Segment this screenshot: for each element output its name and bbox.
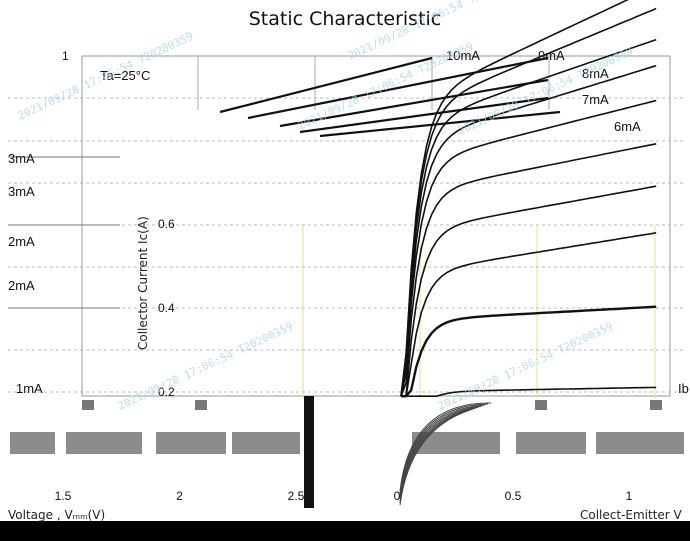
- series-line: [401, 305, 657, 398]
- series-label: 2mA: [8, 234, 35, 249]
- series-line: [247, 56, 549, 120]
- x-tick-label: 0: [394, 489, 401, 503]
- scan-artifact: [195, 400, 207, 410]
- x-axis-label: Voltage , Vₘₘ(V): [8, 508, 105, 522]
- series-line: [399, 405, 483, 498]
- series-label: 7mA: [582, 92, 609, 107]
- series-label: 6mA: [614, 119, 641, 134]
- condition-label: Ta=25°C: [100, 68, 150, 83]
- series-line: [399, 407, 477, 502]
- scan-artifact: [10, 432, 55, 454]
- series-line: [401, 232, 657, 397]
- y-axis-label: Collector Current Ic(A): [136, 216, 150, 350]
- series-line: [399, 409, 471, 506]
- series-line: [400, 185, 657, 397]
- y-tick-label: 1: [62, 49, 69, 63]
- y-tick-label: 0.6: [158, 217, 175, 231]
- series-line: [400, 38, 657, 397]
- scan-artifact: [596, 432, 684, 454]
- scan-artifact: [304, 396, 314, 508]
- x-tick-label: 1: [626, 489, 633, 503]
- series-label: 3mA: [8, 151, 35, 166]
- scan-artifact: [516, 432, 586, 454]
- x-tick-label: 0.5: [505, 489, 522, 503]
- scan-artifact: [412, 432, 500, 454]
- scan-artifact: [232, 432, 300, 454]
- series-line: [400, 99, 657, 397]
- scan-artifact: [82, 400, 94, 410]
- bottom-black-bar: [0, 521, 690, 541]
- series-line: [279, 78, 549, 128]
- scan-artifact: [650, 400, 662, 410]
- series-label: 2mA: [8, 278, 35, 293]
- series-line: [399, 406, 480, 500]
- x-tick-label: 1.5: [55, 489, 72, 503]
- series-label: 9mA: [538, 48, 565, 63]
- x-tick-label: 2.5: [288, 489, 305, 503]
- series-line: [399, 403, 489, 494]
- series-line: [399, 402, 492, 492]
- series-line: [299, 96, 549, 134]
- series-label: 8mA: [582, 66, 609, 81]
- series-line: [400, 143, 657, 397]
- x-axis-label: Collect-Emitter V: [580, 508, 683, 522]
- series-line: [400, 7, 657, 397]
- scan-artifact: [156, 432, 226, 454]
- series-label: 1mA: [16, 381, 43, 396]
- series-line: [219, 56, 433, 114]
- series-line: [400, 64, 657, 397]
- ib-label: Ib: [678, 381, 689, 396]
- watermark: 2021/09/28 17:06:54 T20200359: [346, 0, 526, 63]
- scan-artifact: [66, 432, 142, 454]
- chart-title: Static Characteristic: [248, 8, 442, 30]
- series-label: 10mA: [446, 48, 480, 63]
- series-line: [399, 404, 486, 496]
- y-tick-label: 0.2: [158, 385, 175, 399]
- y-tick-label: 0.4: [158, 301, 175, 315]
- series-line: [319, 110, 561, 138]
- series-line: [399, 408, 474, 504]
- watermark: 2021/09/28 17:06:54 T20200359: [436, 320, 616, 413]
- series-line: [401, 386, 657, 397]
- plot-frame: [81, 55, 671, 397]
- series-line: [400, 0, 629, 397]
- x-tick-label: 2: [176, 489, 183, 503]
- scan-artifact: [535, 400, 547, 410]
- series-label: 3mA: [8, 184, 35, 199]
- watermark: 2021/09/28 17:06:54 T20200359: [16, 30, 196, 123]
